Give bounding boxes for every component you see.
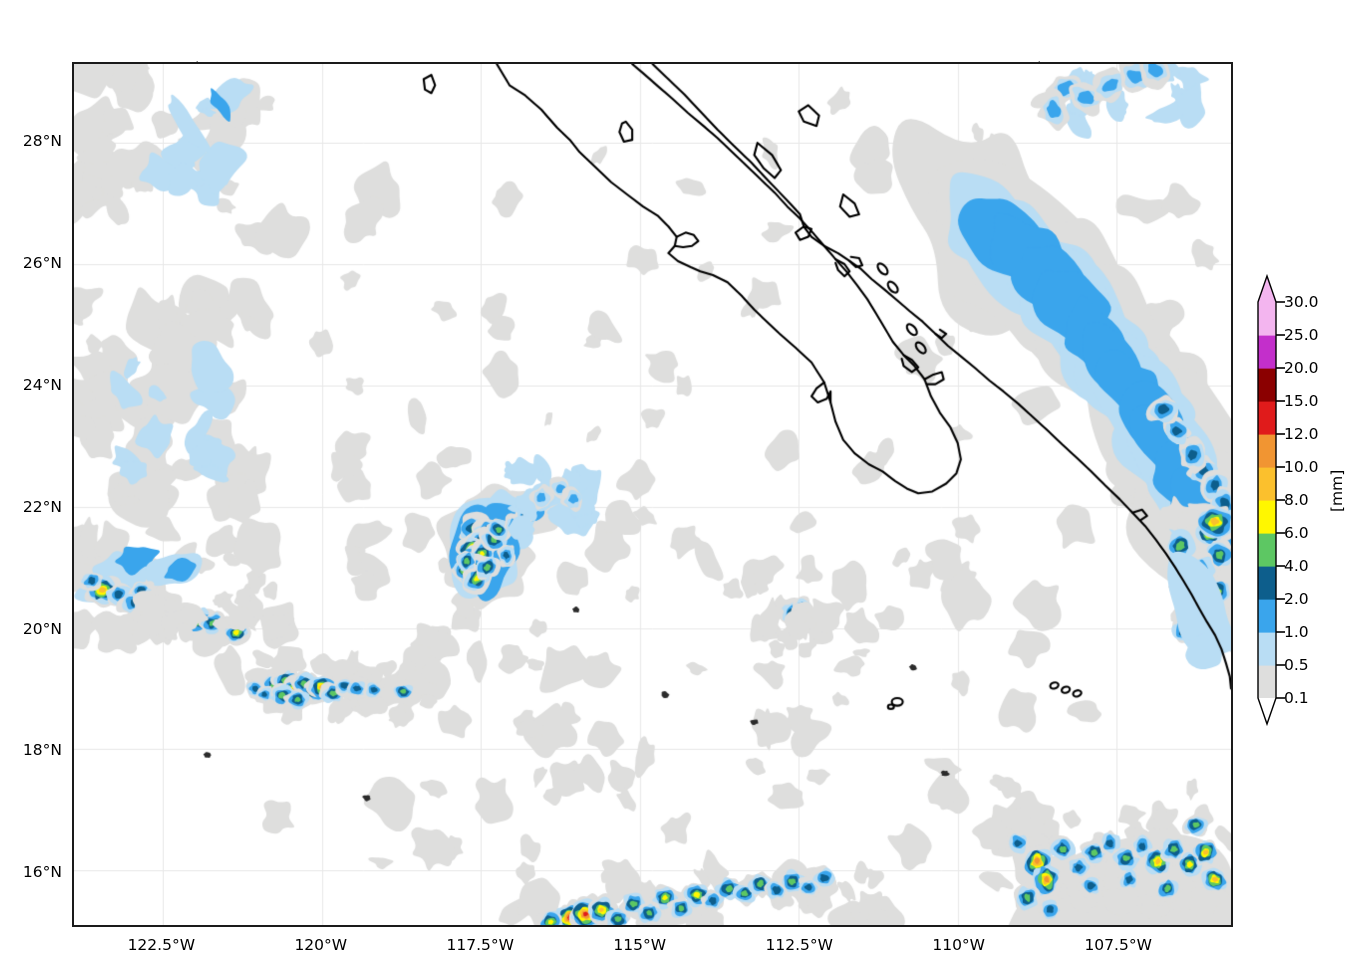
- colorbar-tick-1.0: 1.0: [1284, 623, 1309, 641]
- ytick-label-18°N: 18°N: [22, 741, 62, 760]
- colorbar-tick-10.0: 10.0: [1284, 458, 1319, 476]
- xtick-label-112.5°W: 112.5°W: [765, 936, 833, 954]
- colorbar-tick-0.1: 0.1: [1284, 689, 1309, 707]
- colorbar-tick-6.0: 6.0: [1284, 524, 1309, 542]
- colorbar-tick-25.0: 25.0: [1284, 326, 1319, 344]
- ytick-label-22°N: 22°N: [22, 497, 62, 516]
- xtick-label-117.5°W: 117.5°W: [446, 936, 514, 954]
- ytick-label-28°N: 28°N: [22, 132, 62, 151]
- colorbar-tick-15.0: 15.0: [1284, 392, 1319, 410]
- ytick-label-26°N: 26°N: [22, 254, 62, 273]
- colorbar-tick-2.0: 2.0: [1284, 590, 1309, 608]
- xtick-label-122.5°W: 122.5°W: [127, 936, 196, 954]
- xtick-label-120°W: 120°W: [294, 936, 348, 954]
- colorbar-tick-4.0: 4.0: [1284, 557, 1309, 575]
- ytick-label-20°N: 20°N: [22, 619, 62, 638]
- colorbar-tick-0.5: 0.5: [1284, 656, 1309, 674]
- precipitation-map-canvas: [74, 64, 1231, 925]
- colorbar-tick-8.0: 8.0: [1284, 491, 1309, 509]
- colorbar-tick-30.0: 30.0: [1284, 293, 1319, 311]
- colorbar: 0.1 0.5 1.0 2.0 4.0 6.0 8.0 10.0 12.0 15.0 20.0 25.…: [1248, 266, 1366, 734]
- xtick-label-115°W: 115°W: [613, 936, 667, 954]
- ytick-label-24°N: 24°N: [22, 375, 62, 394]
- colorbar-tick-12.0: 12.0: [1284, 425, 1319, 443]
- colorbar-swatches: [1257, 273, 1285, 727]
- xtick-label-110°W: 110°W: [932, 936, 986, 954]
- xtick-label-107.5°W: 107.5°W: [1084, 936, 1152, 954]
- map-plot-area: [72, 62, 1233, 927]
- colorbar-tick-20.0: 20.0: [1284, 359, 1319, 377]
- ytick-label-16°N: 16°N: [22, 863, 62, 882]
- colorbar-unit-label: [mm]: [1328, 469, 1346, 512]
